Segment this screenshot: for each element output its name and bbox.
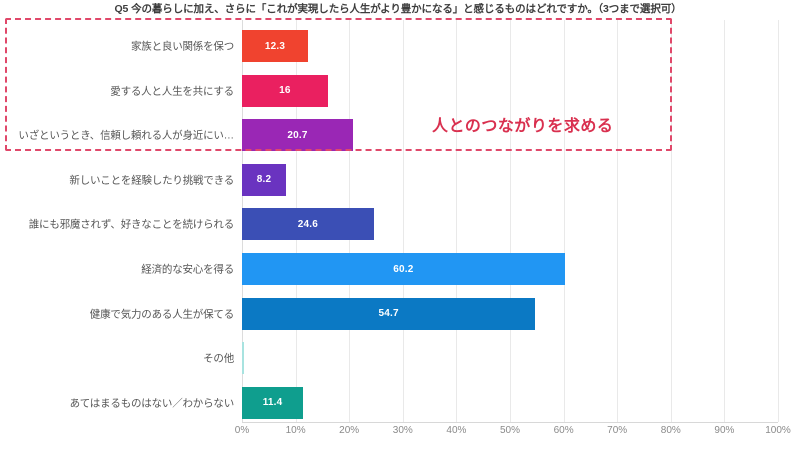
category-label: 愛する人と人生を共にする	[110, 85, 234, 98]
bar-value-label: 60.2	[393, 263, 414, 275]
x-tick-label: 50%	[499, 425, 521, 436]
gridline	[778, 20, 779, 422]
x-tick-label: 10%	[285, 425, 306, 436]
bar-value-label: 8.2	[256, 174, 272, 186]
annotation-label: 人とのつながりを求める	[432, 118, 614, 135]
bar: 24.6	[242, 208, 374, 241]
bar-row: 経済的な安心を得る 60.2	[141, 249, 778, 289]
gridline	[617, 20, 619, 422]
bar: 20.7	[242, 119, 353, 152]
gridline	[724, 20, 726, 422]
bar: 54.7	[242, 297, 536, 330]
bar-value-label: 24.6	[297, 218, 319, 230]
x-tick-label: 20%	[339, 425, 360, 436]
x-tick-label: 30%	[392, 425, 413, 436]
category-label: 新しいことを経験したり挑戦できる	[69, 174, 234, 187]
x-axis-line	[242, 422, 778, 423]
x-tick-label: 40%	[446, 425, 467, 436]
bar-value-label: 11.4	[262, 397, 283, 409]
bar-row: 健康で気力のある人生が保てる 54.7	[90, 294, 778, 334]
bar: 8.2	[242, 163, 286, 196]
x-tick-label: 90%	[714, 425, 735, 436]
category-label: 健康で気力のある人生が保てる	[89, 308, 234, 321]
bar-row: その他	[203, 338, 778, 378]
category-label: 家族と良い関係を保つ	[131, 40, 234, 53]
category-label: 経済的な安心を得る	[141, 263, 234, 276]
x-tick-label: 100%	[765, 425, 791, 436]
category-label: あてはまるものはない／わからない	[69, 397, 235, 410]
x-tick-label: 80%	[660, 425, 681, 436]
category-label: いざというとき、信頼し頼れる人が身近にい…	[18, 129, 234, 142]
category-label: 誰にも邪魔されず、好きなことを続けられる	[28, 218, 234, 231]
bar-value-label: 12.3	[264, 40, 286, 52]
bar-value-label: 54.7	[378, 308, 399, 320]
gridline	[456, 20, 458, 422]
x-tick-label: 0%	[234, 425, 250, 436]
bar	[242, 342, 244, 375]
plot-area: 家族と良い関係を保つ 12.3 愛する人と人生を共にする 16 いざというとき、信頼し頼…	[18, 20, 779, 423]
bar-row: 家族と良い関係を保つ 12.3	[131, 26, 778, 66]
bar-row: あてはまるものはない／わからない 11.4	[70, 383, 778, 423]
gridline	[563, 20, 565, 422]
gridline	[402, 20, 404, 422]
category-label: その他	[203, 352, 234, 365]
bar-row: 誰にも邪魔されず、好きなことを続けられる 24.6	[29, 204, 778, 244]
bar: 12.3	[242, 30, 308, 62]
gridline	[670, 20, 672, 422]
x-axis-tick-labels: 0% 10% 20% 30% 40% 50% 60% 70% 80% 90% 100%	[235, 425, 791, 443]
x-tick-label: 60%	[553, 425, 574, 436]
bar-row: 新しいことを経験したり挑戦できる 8.2	[69, 160, 778, 200]
bar: 16	[242, 74, 328, 107]
bar-value-label: 16	[279, 85, 291, 97]
bar: 60.2	[242, 253, 565, 285]
bar-row: いざというとき、信頼し頼れる人が身近にい… 20.7	[18, 115, 778, 155]
bar-value-label: 20.7	[287, 129, 308, 141]
bar-row: 愛する人と人生を共にする 16	[110, 71, 778, 111]
chart-title: Q5 今の暮らしに加え、さらに「これが実現したら人生がより豊かになる」と感じるも…	[114, 3, 682, 15]
x-tick-label: 70%	[607, 425, 628, 436]
bar: 11.4	[242, 386, 304, 419]
gridline	[510, 20, 511, 422]
